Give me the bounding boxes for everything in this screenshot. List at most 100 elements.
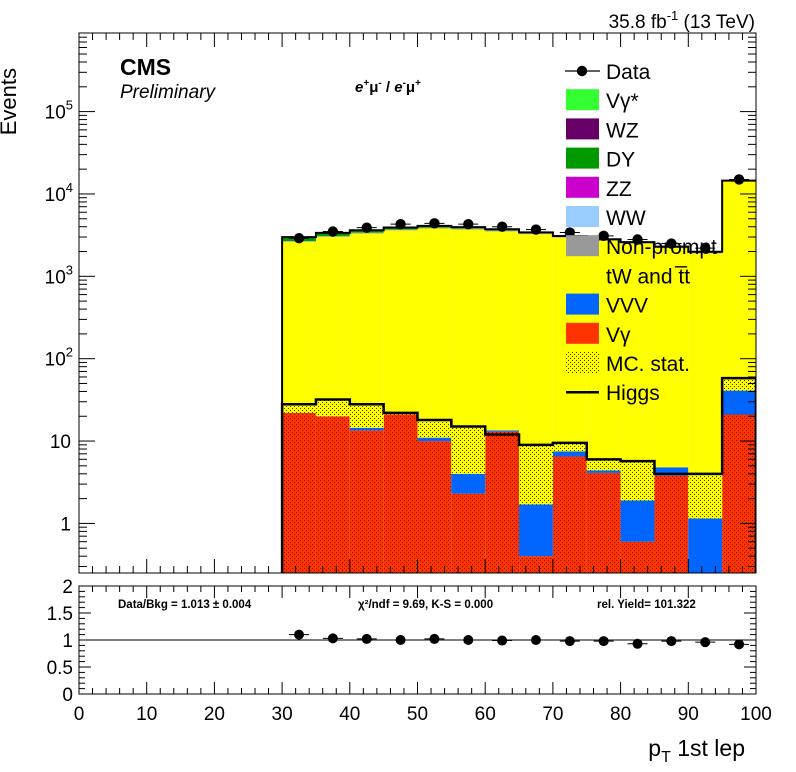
bar-nonprompt-3	[383, 229, 418, 231]
data-point-10	[632, 234, 643, 245]
data-point-5	[463, 218, 474, 230]
mc-stat-band-7	[519, 444, 553, 505]
mc-stat-band-5	[451, 426, 486, 474]
ratio-y-tick-label: 1	[62, 631, 73, 652]
channel-label: e+μ- / e-μ+	[355, 78, 421, 96]
legend-item-9: Vγ	[566, 322, 631, 347]
y-axis-label: Events	[0, 68, 21, 135]
legend-label: Higgs	[606, 382, 660, 405]
x-tick-label: 20	[204, 704, 225, 725]
bar-twandtt-0	[282, 241, 316, 413]
legend-item-0: Data	[565, 61, 651, 84]
rel-yield-text: rel. Yield= 101.322	[597, 599, 696, 611]
legend-label: WW	[606, 207, 646, 230]
data-point-3	[395, 218, 406, 230]
ratio-point-10	[632, 638, 643, 649]
mc-stat-band-9	[586, 459, 621, 471]
stacked-histogram	[282, 180, 756, 573]
data-point-12	[700, 242, 711, 254]
bar-v-5	[451, 493, 486, 573]
mc-stat-band-13	[722, 378, 756, 391]
ratio-y-tick-label: 0	[62, 685, 73, 706]
bar-vvv-8	[552, 451, 587, 457]
mc-stat-band-12	[688, 473, 723, 519]
y-tick-label: 1	[60, 514, 71, 535]
x-tick-label: 50	[407, 704, 428, 725]
y-tick-label: 102	[45, 345, 73, 371]
legend: Data Vγ* WZ DY ZZ WW Non-prompt tW and t̅t VVV Vγ…	[565, 61, 717, 405]
bar-v-4	[417, 441, 452, 573]
data-point-2	[361, 222, 372, 233]
preliminary-label: Preliminary	[120, 82, 217, 103]
main-x-ticks	[78, 33, 757, 573]
bar-vvv-10	[620, 500, 655, 542]
bar-twandtt-11	[654, 248, 689, 468]
ratio-y-tick-label: 1.5	[47, 604, 73, 625]
bar-vvv-9	[586, 470, 621, 473]
legend-label: Data	[606, 61, 651, 84]
legend-label: Non-prompt	[606, 236, 717, 259]
bar-vvv-13	[722, 390, 756, 415]
ratio-point-12	[700, 637, 711, 648]
data-point-7	[530, 224, 542, 235]
bar-v-0	[282, 412, 316, 573]
legend-item-8: VVV	[566, 293, 648, 318]
legend-item-7: tW and t̅t	[566, 264, 690, 288]
bar-v-13	[722, 414, 756, 573]
ratio-point-1	[327, 633, 338, 644]
bar-v-8	[552, 456, 587, 573]
bar-v-6	[485, 431, 520, 573]
x-tick-label: 90	[678, 704, 699, 725]
legend-item-5: WW	[566, 206, 646, 230]
bar-twandtt-4	[417, 228, 452, 438]
ratio-point-8	[564, 636, 575, 647]
ratio-point-6	[497, 635, 508, 646]
legend-label: Vγ*	[606, 90, 639, 113]
main-y-axis: 1 10 102 103 104 105	[45, 32, 756, 567]
legend-label: VVV	[606, 295, 648, 318]
bar-v-9	[586, 472, 621, 573]
ratio-point-2	[361, 633, 372, 644]
mc-stat-band-8	[552, 442, 587, 452]
x-tick-label: 100	[740, 704, 772, 725]
bar-twandtt-3	[383, 230, 418, 415]
bar-v-3	[383, 414, 418, 573]
bar-twandtt-2	[349, 233, 384, 428]
ratio-y-tick-label: 0.5	[47, 658, 73, 679]
luminosity-label: 35.8 fb-1 (13 TeV)	[609, 8, 755, 33]
bar-nonprompt-2	[349, 232, 384, 234]
x-tick-label: 30	[272, 704, 293, 725]
x-tick-label: 60	[475, 704, 496, 725]
legend-item-1: Vγ*	[566, 89, 639, 113]
x-tick-label: 0	[74, 704, 85, 725]
data-point-0	[293, 233, 305, 244]
data-bkg-ratio-text: Data/Bkg = 1.013 ± 0.004	[118, 599, 252, 611]
legend-label: MC. stat.	[606, 353, 690, 376]
y-tick-label: 105	[45, 98, 73, 124]
x-tick-label: 70	[542, 704, 563, 725]
x-tick-label: 80	[610, 704, 631, 725]
legend-item-10: MC. stat.	[566, 352, 690, 376]
ratio-point-9	[598, 636, 609, 647]
bar-v-11	[654, 475, 689, 573]
data-point-13	[733, 174, 745, 185]
bar-v-1	[315, 416, 350, 573]
legend-label: ZZ	[606, 178, 632, 201]
ratio-point-5	[463, 635, 474, 645]
bar-vvv-4	[417, 437, 452, 442]
bar-vvv-7	[519, 504, 553, 557]
data-point-11	[666, 238, 677, 249]
ratio-point-3	[395, 635, 406, 645]
y-tick-label: 103	[45, 262, 73, 288]
chi2-text: χ²/ndf = 9.69, K-S = 0.000	[358, 599, 493, 611]
mc-stat-band-4	[417, 420, 452, 438]
ratio-plot: 00.511.520 10 20 30 40 50 60 70 80 90 100	[47, 577, 772, 725]
data-point-8	[564, 227, 576, 238]
bar-twandtt-1	[315, 236, 350, 417]
legend-item-4: ZZ	[566, 176, 632, 201]
bar-twandtt-13	[722, 180, 756, 391]
bar-twandtt-10	[620, 243, 655, 501]
legend-label: tW and t̅t	[606, 265, 690, 288]
legend-label: WZ	[606, 119, 639, 142]
